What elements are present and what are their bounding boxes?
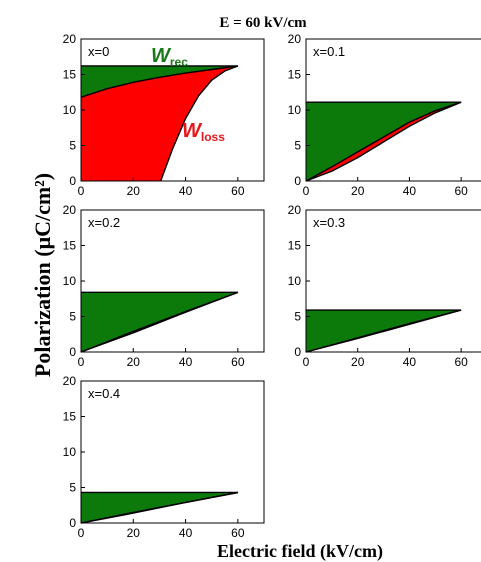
y-tick-label: 5 [294,310,301,324]
w-rec-area [81,492,238,523]
x-tick-label: 0 [78,355,85,369]
y-tick-label: 0 [294,174,301,188]
panel-label: x=0 [88,44,109,59]
panel-x0: 0 5 10 15 20 0 20 40 60 x=0 [63,32,265,198]
y-tick-label: 15 [63,68,77,82]
y-tick-label: 15 [288,68,302,82]
figure-title: E = 60 kV/cm [219,15,307,31]
charge-curve [305,101,462,182]
charge-curve [305,309,462,353]
y-axis-label: Polarization (μC/cm²) [30,173,55,377]
y-tick-label: 15 [288,239,302,253]
y-tick-label: 10 [63,103,77,117]
y-tick-label: 5 [69,139,76,153]
x-tick-label: 60 [231,355,245,369]
y-tick-label: 10 [288,274,302,288]
x-tick-label: 20 [351,184,365,198]
x-tick-label: 40 [403,355,417,369]
y-tick-label: 10 [63,274,77,288]
y-tick-label: 20 [288,203,302,217]
panel-label: x=0.1 [313,44,345,59]
x-tick-label: 20 [351,355,365,369]
x-tick-label: 20 [127,355,141,369]
panel-x0.4: 0 5 10 15 20 0 20 40 60 x=0.4 [63,374,265,540]
x-tick-label: 0 [303,184,310,198]
y-tick-label: 10 [63,445,77,459]
x-tick-label: 0 [303,355,310,369]
w-rec-area [81,292,238,352]
x-tick-label: 60 [454,184,468,198]
y-tick-label: 20 [288,32,302,46]
x-tick-label: 40 [179,526,193,540]
y-tick-label: 20 [63,32,77,46]
y-tick-label: 0 [69,516,76,530]
charge-curve [80,65,238,98]
y-tick-label: 0 [69,345,76,359]
panel-label: x=0.2 [88,215,120,230]
y-tick-label: 5 [294,139,301,153]
x-tick-label: 60 [231,184,245,198]
x-tick-label: 40 [403,184,417,198]
x-axis-label: Electric field (kV/cm) [217,541,383,562]
x-tick-label: 60 [231,526,245,540]
y-tick-label: 5 [69,481,76,495]
charge-curve [80,291,239,353]
x-tick-label: 20 [127,526,141,540]
y-tick-label: 15 [63,239,77,253]
y-tick-label: 20 [63,203,77,217]
y-tick-label: 10 [288,103,302,117]
x-tick-label: 0 [78,526,85,540]
y-tick-label: 15 [63,410,77,424]
panel-x0.1: 0 5 10 15 20 0 20 40 60 x=0.1 [288,32,481,198]
discharge-curve [160,65,239,182]
w-rec-annotation: Wrec [151,45,188,69]
panel-label: x=0.4 [88,386,120,401]
x-tick-label: 40 [179,184,193,198]
charge-curve [80,491,239,524]
x-tick-label: 60 [454,355,468,369]
y-tick-label: 5 [69,310,76,324]
panel-label: x=0.3 [313,215,345,230]
panel-x0.3: 0 5 10 15 20 0 20 40 60 x=0.3 [288,203,481,369]
x-tick-label: 20 [127,184,141,198]
w-loss-annotation: Wloss [182,120,225,144]
y-tick-label: 0 [69,174,76,188]
x-tick-label: 40 [179,355,193,369]
w-rec-area [306,310,462,352]
y-tick-label: 20 [63,374,77,388]
discharge-curve [305,101,462,182]
y-tick-label: 0 [294,345,301,359]
w-rec-area [306,102,462,181]
x-tick-label: 0 [78,184,85,198]
panel-x0.2: 0 5 10 15 20 0 20 40 60 x=0.2 [63,203,265,369]
